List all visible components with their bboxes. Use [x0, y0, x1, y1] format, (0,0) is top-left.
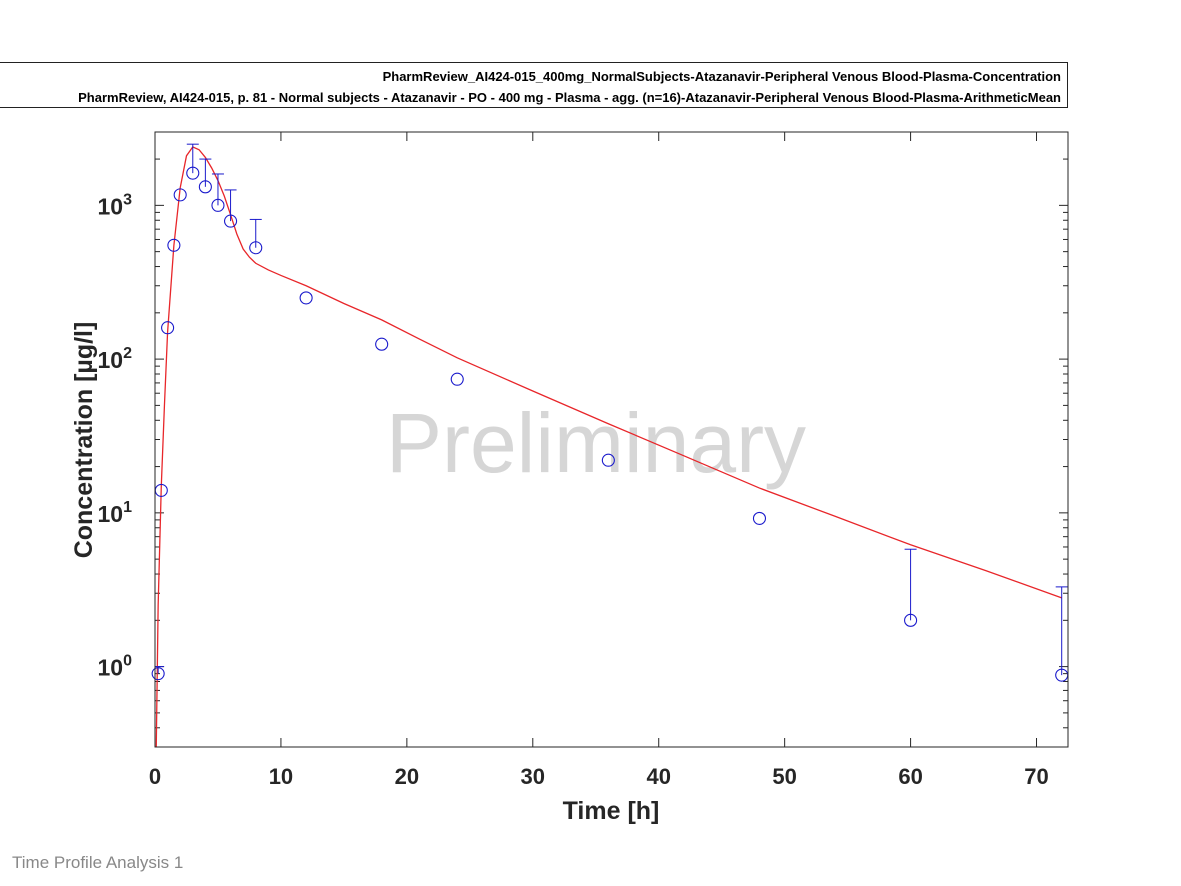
observed-point	[601, 453, 615, 467]
legend: PharmReview_AI424-015_400mg_NormalSubjec…	[0, 62, 1068, 108]
x-tick-label: 70	[1024, 764, 1048, 789]
observed-point	[186, 166, 200, 180]
y-tick-label: 100	[98, 653, 133, 681]
x-tick-label: 40	[646, 764, 670, 789]
observed-point	[224, 214, 238, 228]
observed-point	[450, 372, 464, 386]
y-tick-label: 103	[98, 191, 133, 219]
x-tick-label: 30	[521, 764, 545, 789]
watermark: Preliminary	[386, 396, 806, 490]
y-tick-label: 101	[98, 499, 133, 527]
observed-point	[299, 291, 313, 305]
x-tick-labels: 0 10 20 30 40 50 60 70	[149, 764, 1049, 789]
observed-point	[211, 198, 225, 212]
x-tick-label: 0	[149, 764, 161, 789]
x-tick-label: 50	[772, 764, 796, 789]
observed-point	[752, 511, 767, 525]
y-tick-label: 102	[98, 345, 133, 373]
analysis-label: Time Profile Analysis 1	[12, 853, 184, 872]
observed-point	[161, 321, 175, 335]
observed-point	[173, 188, 187, 202]
x-tick-label: 20	[395, 764, 419, 789]
series-layer	[151, 143, 1069, 747]
x-tick-label: 60	[898, 764, 922, 789]
x-axis-label: Time [h]	[563, 797, 660, 825]
plot-frame	[154, 131, 1069, 748]
legend-entry-observed: PharmReview, AI424-015, p. 81 - Normal s…	[78, 90, 1061, 105]
x-tick-label: 10	[269, 764, 293, 789]
y-axis-label: Concentration [µg/l]	[70, 322, 98, 559]
observed-point	[249, 241, 263, 255]
legend-entry-simulation: PharmReview_AI424-015_400mg_NormalSubjec…	[382, 69, 1061, 84]
observed-point	[904, 613, 918, 627]
observed-point	[375, 337, 389, 351]
plot-area	[155, 132, 1068, 747]
observed-point	[151, 667, 165, 681]
y-tick-labels: 100 101 102 103	[98, 191, 133, 680]
observed-point	[167, 238, 181, 252]
observed-point	[198, 180, 212, 194]
simulation-line	[155, 146, 1062, 747]
